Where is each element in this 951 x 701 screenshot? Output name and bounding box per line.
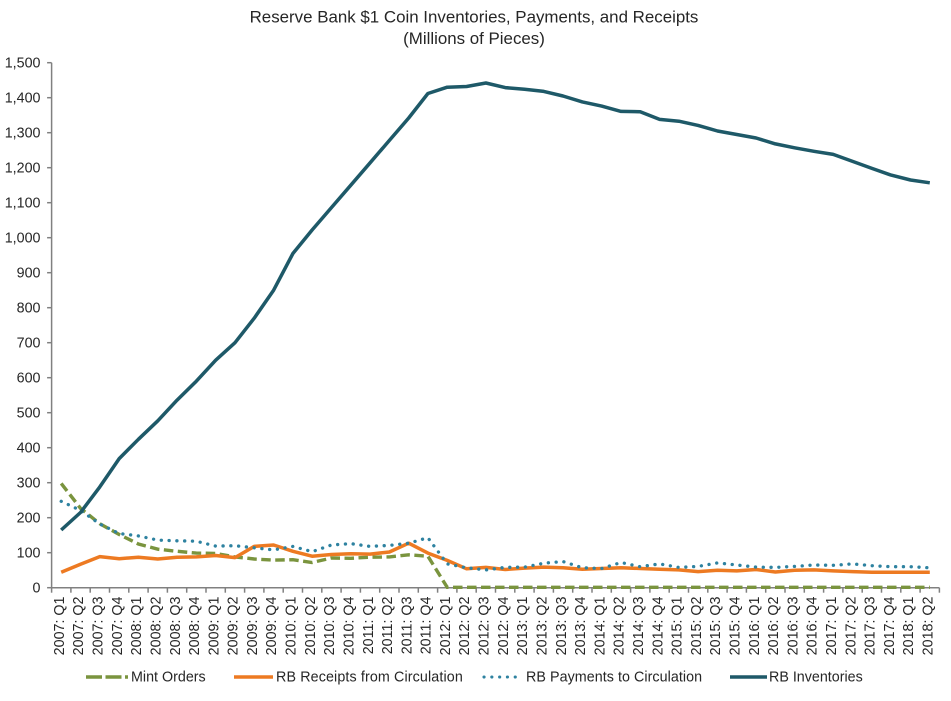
svg-text:2008: Q1: 2008: Q1 <box>129 596 145 655</box>
svg-text:2008: Q2: 2008: Q2 <box>148 596 164 655</box>
svg-text:1,100: 1,100 <box>5 195 41 211</box>
svg-text:1,300: 1,300 <box>5 125 41 141</box>
svg-text:2010: Q2: 2010: Q2 <box>303 596 319 655</box>
svg-text:2015: Q1: 2015: Q1 <box>670 596 686 655</box>
svg-text:800: 800 <box>17 300 41 316</box>
svg-text:2018: Q1: 2018: Q1 <box>901 596 917 655</box>
svg-text:RB Receipts from Circulation: RB Receipts from Circulation <box>276 670 463 686</box>
svg-text:2007: Q3: 2007: Q3 <box>91 596 107 655</box>
svg-text:2007: Q1: 2007: Q1 <box>52 596 68 655</box>
svg-text:2015: Q3: 2015: Q3 <box>708 596 724 655</box>
svg-text:(Millions of Pieces): (Millions of Pieces) <box>403 29 545 48</box>
svg-text:2012: Q1: 2012: Q1 <box>438 596 454 655</box>
svg-text:2013: Q1: 2013: Q1 <box>515 596 531 655</box>
svg-text:2017: Q1: 2017: Q1 <box>824 596 840 655</box>
svg-text:2017: Q4: 2017: Q4 <box>882 596 898 655</box>
svg-text:2013: Q4: 2013: Q4 <box>573 596 589 655</box>
svg-text:0: 0 <box>33 580 41 596</box>
svg-text:1,500: 1,500 <box>5 55 41 71</box>
svg-text:200: 200 <box>17 510 41 526</box>
svg-text:700: 700 <box>17 335 41 351</box>
svg-text:900: 900 <box>17 265 41 281</box>
svg-text:300: 300 <box>17 475 41 491</box>
svg-text:2007: Q4: 2007: Q4 <box>110 596 126 655</box>
svg-text:2010: Q4: 2010: Q4 <box>341 596 357 655</box>
svg-text:2014: Q4: 2014: Q4 <box>650 596 666 655</box>
svg-text:2011: Q1: 2011: Q1 <box>361 596 377 654</box>
svg-text:1,000: 1,000 <box>5 230 41 246</box>
svg-text:2017: Q2: 2017: Q2 <box>843 596 859 655</box>
svg-text:2010: Q1: 2010: Q1 <box>284 596 300 655</box>
svg-text:2014: Q2: 2014: Q2 <box>612 596 628 655</box>
svg-text:2012: Q2: 2012: Q2 <box>457 596 473 655</box>
svg-text:2015: Q2: 2015: Q2 <box>689 596 705 655</box>
svg-text:2009: Q3: 2009: Q3 <box>245 596 261 655</box>
svg-text:500: 500 <box>17 405 41 421</box>
svg-text:RB Payments to Circulation: RB Payments to Circulation <box>526 670 702 686</box>
svg-text:400: 400 <box>17 440 41 456</box>
svg-text:2010: Q3: 2010: Q3 <box>322 596 338 655</box>
svg-text:2016: Q3: 2016: Q3 <box>785 596 801 655</box>
svg-text:1,200: 1,200 <box>5 160 41 176</box>
svg-text:2016: Q1: 2016: Q1 <box>747 596 763 655</box>
svg-text:2008: Q4: 2008: Q4 <box>187 596 203 655</box>
svg-text:2008: Q3: 2008: Q3 <box>168 596 184 655</box>
svg-text:1,400: 1,400 <box>5 90 41 106</box>
svg-text:2016: Q2: 2016: Q2 <box>766 596 782 655</box>
svg-text:100: 100 <box>17 545 41 561</box>
svg-text:2013: Q3: 2013: Q3 <box>554 596 570 655</box>
svg-text:2009: Q1: 2009: Q1 <box>206 596 222 655</box>
svg-text:2011: Q3: 2011: Q3 <box>399 596 415 654</box>
svg-text:600: 600 <box>17 370 41 386</box>
svg-text:RB Inventories: RB Inventories <box>769 670 863 686</box>
svg-text:2012: Q4: 2012: Q4 <box>496 596 512 655</box>
svg-text:Mint Orders: Mint Orders <box>131 670 206 686</box>
svg-text:2017: Q3: 2017: Q3 <box>863 596 879 655</box>
svg-text:2013: Q2: 2013: Q2 <box>535 596 551 655</box>
svg-text:2009: Q4: 2009: Q4 <box>264 596 280 655</box>
svg-text:2014: Q3: 2014: Q3 <box>631 596 647 655</box>
svg-text:2015: Q4: 2015: Q4 <box>728 596 744 655</box>
svg-text:2014: Q1: 2014: Q1 <box>592 596 608 655</box>
svg-text:2018: Q2: 2018: Q2 <box>921 596 937 655</box>
svg-text:2011: Q4: 2011: Q4 <box>419 596 435 654</box>
svg-text:2016: Q4: 2016: Q4 <box>805 596 821 655</box>
svg-text:Reserve Bank $1 Coin Inventori: Reserve Bank $1 Coin Inventories, Paymen… <box>250 8 699 27</box>
svg-text:2011: Q2: 2011: Q2 <box>380 596 396 654</box>
svg-text:2012: Q3: 2012: Q3 <box>477 596 493 655</box>
svg-text:2009: Q2: 2009: Q2 <box>226 596 242 655</box>
svg-text:2007: Q2: 2007: Q2 <box>71 596 87 655</box>
